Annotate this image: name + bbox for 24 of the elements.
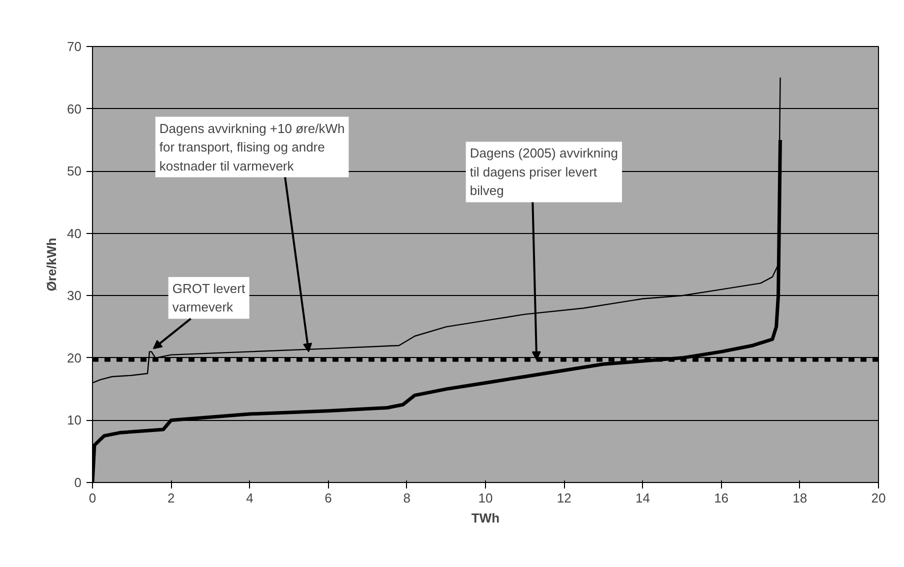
- x-tick-label: 10: [478, 490, 493, 506]
- x-axis-title: TWh: [471, 510, 500, 526]
- y-tick-label: 30: [67, 288, 82, 304]
- x-tick-label: 16: [714, 490, 729, 506]
- y-tick-label: 40: [67, 226, 82, 241]
- x-tick-label: 8: [403, 490, 411, 506]
- x-tick-label: 12: [556, 490, 572, 506]
- y-axis-title: Øre/kWh: [44, 238, 60, 292]
- x-tick-label: 18: [792, 490, 808, 506]
- annotation: Dagens (2005) avvirkning til dagens priser levert bilveg: [470, 146, 618, 198]
- y-tick-label: 70: [67, 39, 82, 54]
- y-tick-label: 0: [74, 475, 82, 490]
- x-tick-label: 20: [871, 490, 886, 506]
- y-tick-label: 50: [67, 164, 82, 179]
- annotation: Dagens avvirkning +10 øre/kWh for transport, flising og andre kostnader til varmeverk: [159, 120, 345, 174]
- y-tick-label: 10: [67, 412, 82, 428]
- y-tick-label: 60: [67, 101, 82, 116]
- x-tick-label: 6: [324, 490, 332, 506]
- x-tick-label: 14: [635, 490, 650, 506]
- annotation: GROT levert varmeverk: [172, 280, 246, 315]
- x-tick-label: 2: [167, 490, 175, 506]
- x-tick-label: 4: [246, 490, 254, 506]
- y-tick-label: 20: [67, 350, 82, 366]
- x-tick-label: 0: [88, 490, 96, 506]
